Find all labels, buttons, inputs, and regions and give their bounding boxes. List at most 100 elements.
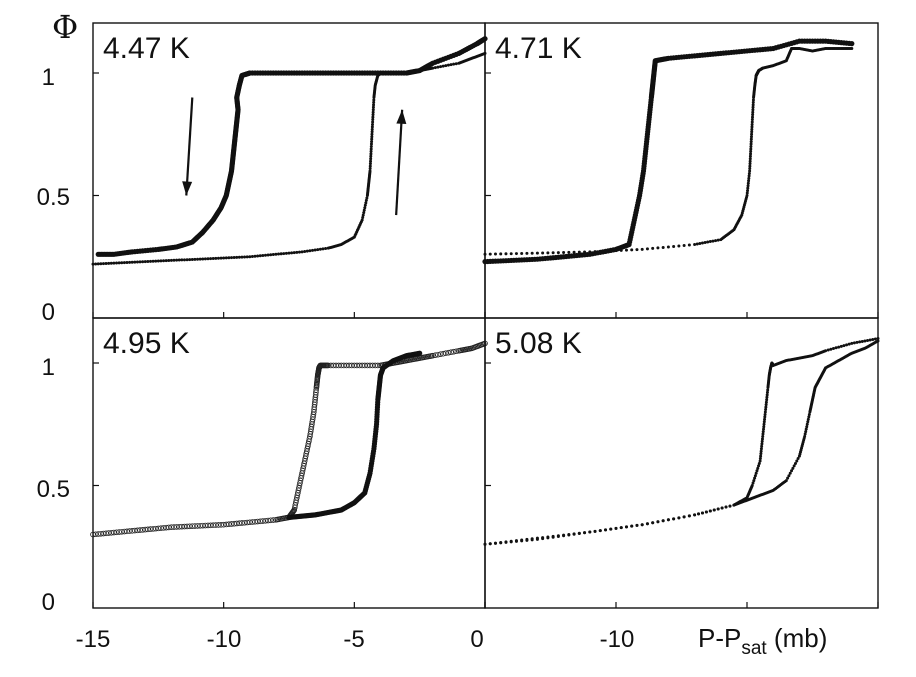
- data-point-5-08-k-1-98: [763, 415, 767, 419]
- data-point-4-95-k-1-60: [247, 519, 253, 526]
- data-point-4-71-k-2-106: [750, 130, 754, 134]
- data-point-4-71-k-2-13: [551, 251, 555, 255]
- data-point-4-47-k-2-72: [279, 252, 283, 256]
- y-tick-label-bottom-0.5: 0.5: [37, 476, 70, 503]
- data-point-4-47-k-2-36: [185, 258, 189, 262]
- data-point-4-47-k-2-150: [368, 169, 372, 173]
- data-point-5-08-k-2-21: [593, 529, 597, 533]
- data-point-4-95-k-1-190: [351, 362, 358, 369]
- data-point-4-47-k-2-251: [433, 66, 437, 70]
- data-point-4-71-k-2-16: [567, 250, 571, 254]
- data-point-4-47-k-2-159: [369, 147, 373, 151]
- data-point-4-95-k-1-242: [435, 351, 441, 358]
- data-point-4-71-k-2-85: [746, 181, 750, 185]
- data-point-4-71-k-2-99: [749, 147, 753, 151]
- data-point-4-71-k-2-8: [525, 251, 529, 255]
- data-point-5-08-k-2-41: [697, 512, 701, 516]
- data-point-5-08-k-2-99: [796, 457, 800, 461]
- data-point-4-47-k-2-120: [360, 218, 364, 222]
- data-point-4-71-k-2-21: [593, 250, 597, 254]
- data-point-4-71-k-2-22: [598, 249, 602, 253]
- data-point-5-08-k-1-103: [764, 403, 768, 407]
- data-point-5-08-k-2-43: [704, 510, 708, 514]
- x-axis-label-subscript: sat: [741, 638, 767, 659]
- data-point-5-08-k-1-86: [760, 444, 764, 448]
- data-point-5-08-k-2-45: [712, 508, 716, 512]
- data-point-4-95-k-1-68: [267, 517, 274, 524]
- data-point-5-08-k-1-81: [758, 457, 762, 461]
- data-point-5-08-k-1-70: [750, 484, 754, 487]
- data-point-5-08-k-2-12: [546, 535, 550, 539]
- data-point-4-71-k-2-18: [577, 250, 581, 254]
- data-point-5-08-k-2-98: [795, 459, 799, 463]
- data-point-4-47-k-2-162: [370, 140, 374, 144]
- data-point-5-08-k-2-48: [724, 505, 728, 509]
- data-point-4-47-k-2-172: [371, 115, 375, 119]
- data-point-5-08-k-2-19: [583, 531, 587, 535]
- data-point-4-47-k-2-45: [209, 257, 213, 261]
- data-point-4-95-k-1-47: [213, 522, 219, 528]
- data-point-4-95-k-1-59: [244, 519, 250, 526]
- data-point-4-47-k-2-55: [235, 255, 239, 259]
- data-point-4-47-k-2-177: [372, 103, 376, 107]
- data-point-4-47-k-2-64: [258, 254, 262, 258]
- data-point-4-47-k-2-82: [305, 249, 309, 253]
- data-point-4-47-k-2-61: [250, 255, 254, 259]
- data-point-4-47-k-2-168: [370, 125, 374, 129]
- data-point-4-71-k-2-88: [747, 174, 751, 178]
- data-point-4-71-k-2-97: [749, 152, 753, 156]
- data-point-5-08-k-1-202: [855, 340, 859, 344]
- data-point-4-95-k-1-52: [226, 521, 232, 528]
- data-point-5-08-k-1-94: [762, 425, 766, 429]
- data-point-5-08-k-2-11: [541, 536, 545, 540]
- data-point-4-47-k-2-84: [311, 248, 315, 252]
- panel-label-4-71-k: 4.71 K: [495, 32, 582, 65]
- arrow-up-head: [396, 109, 407, 125]
- data-point-4-95-k-1-36: [184, 523, 190, 530]
- data-point-5-08-k-2-3: [499, 540, 503, 544]
- data-point-4-71-k-2-5: [509, 252, 513, 256]
- data-point-4-47-k-2-37: [188, 258, 192, 262]
- data-point-4-47-k-2-155: [369, 157, 373, 161]
- data-point-4-95-k-1-24: [152, 525, 159, 532]
- data-point-4-47-k-2-21: [146, 260, 150, 264]
- data-point-4-47-k-2-122: [361, 213, 365, 217]
- data-point-4-95-k-1-61: [249, 519, 256, 525]
- data-point-5-08-k-2-36: [672, 517, 676, 521]
- data-point-4-47-k-2-158: [369, 149, 373, 153]
- data-point-4-47-k-2-88: [321, 247, 325, 251]
- data-point-4-95-k-1-180: [325, 362, 332, 369]
- series-4-95-k-2: [286, 350, 423, 520]
- data-point-4-95-k-1-21: [145, 526, 151, 533]
- panel-frame-4-95-k: [92, 317, 486, 609]
- data-point-5-08-k-1-78: [757, 464, 761, 468]
- data-point-4-47-k-2-83: [308, 249, 312, 253]
- data-point-4-71-k-2-4: [504, 252, 508, 256]
- data-point-4-47-k-2-124: [362, 208, 366, 212]
- data-point-4-95-k-1-4: [100, 530, 107, 537]
- data-point-4-95-k-1-198: [372, 362, 379, 369]
- data-point-5-08-k-2-38: [682, 515, 686, 519]
- data-point-4-95-k-1-181: [328, 362, 334, 369]
- data-point-5-08-k-1-198: [845, 343, 849, 347]
- data-point-4-71-k-2-93: [748, 162, 752, 166]
- data-point-4-95-k-1-17: [134, 527, 141, 534]
- data-point-4-47-k-2-46: [211, 256, 215, 260]
- data-point-4-47-k-2-167: [370, 127, 374, 131]
- data-point-5-08-k-2-116: [806, 420, 810, 424]
- data-point-4-47-k-2-71: [277, 252, 281, 256]
- data-point-4-71-k-2-37: [677, 244, 681, 248]
- data-point-4-47-k-2-26: [159, 259, 163, 263]
- data-point-4-47-k-2-156: [369, 154, 373, 158]
- data-point-4-71-k-2-92: [748, 164, 752, 168]
- data-point-5-08-k-2-46: [716, 507, 720, 511]
- data-point-5-08-k-2-28: [630, 524, 634, 528]
- data-point-5-08-k-1-77: [756, 466, 760, 470]
- y-tick-label-bottom-0: 0: [42, 589, 55, 616]
- series-4-95-k-1: [90, 340, 488, 538]
- data-point-4-71-k-2-0: [483, 252, 487, 256]
- data-point-4-71-k-2-103: [749, 137, 753, 141]
- data-point-5-08-k-2-32: [651, 521, 655, 525]
- data-point-4-47-k-2-13: [125, 261, 129, 265]
